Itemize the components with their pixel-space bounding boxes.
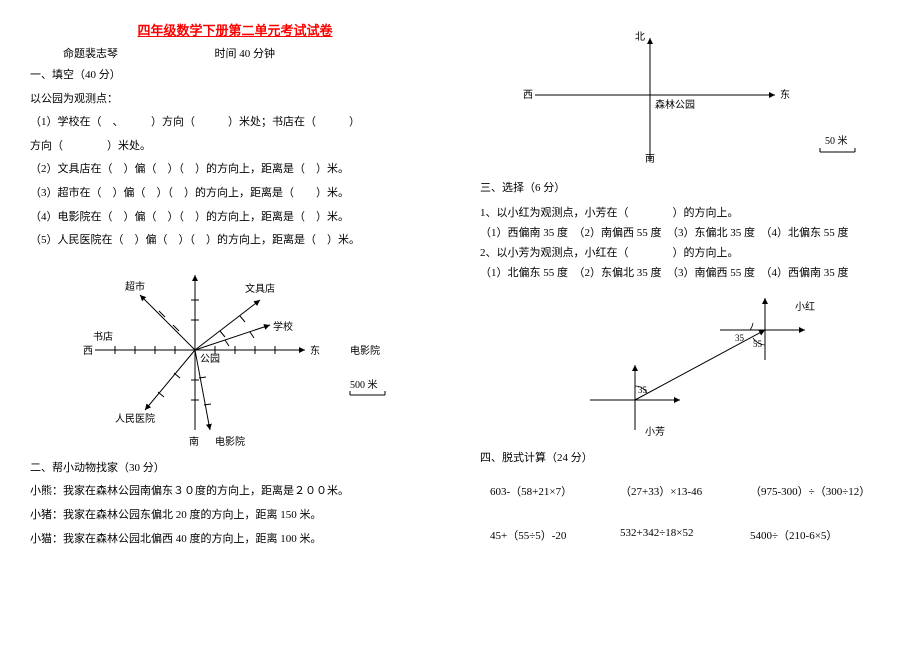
label-xiaohong: 小红 [795, 300, 815, 313]
s1-q4: （4）电影院在（ ）偏（ ）（ ）的方向上，距离是（ ）米。 [30, 209, 440, 227]
diagram-park: 超市 文具店 书店 学校 西 东 公园 人民医院 南 电影院 电影院 500 米 [30, 260, 440, 450]
diagram-xiaohong: 小红 小芳 35 55 35 [480, 290, 890, 440]
label-xiaofang: 小芳 [645, 425, 665, 438]
compass-west: 西 [523, 90, 533, 101]
compass-center: 森林公园 [655, 98, 695, 111]
s3-q2: 2、以小芳为观测点，小红在（ ）的方向上。 [480, 244, 890, 260]
angle-55: 55 [753, 339, 763, 349]
section1-intro: 以公园为观测点： [30, 91, 440, 109]
calc-2-1: 45+（55÷5）-20 [490, 527, 620, 543]
section1-heading: 一、填空（40 分） [30, 67, 440, 85]
label-cinema: 电影院 [215, 435, 245, 448]
calc-2-2: 532+342÷18×52 [620, 527, 750, 543]
section3-heading: 三、选择（6 分） [480, 180, 890, 198]
compass-north: 北 [635, 31, 645, 43]
section2-heading: 二、帮小动物找家（30 分） [30, 460, 440, 478]
s1-q3: （3）超市在（ ）偏（ ）（ ）的方向上，距离是（ ）米。 [30, 185, 440, 203]
header-row: 命题裴志琴 时间 40 分钟 [30, 45, 440, 61]
label-south: 南 [189, 435, 199, 448]
label-west: 西 [83, 346, 93, 357]
label-bookstore: 书店 [93, 330, 113, 343]
time-label: 时间 40 分钟 [215, 45, 441, 61]
compass-scale: 50 米 [825, 134, 848, 147]
s3-q1-opts: （1）西偏南 35 度 （2）南偏西 55 度 （3）东偏北 35 度 （4）北… [480, 224, 890, 240]
s1-q1b: 方向（ ）米处。 [30, 138, 440, 156]
s1-q5: （5）人民医院在（ ）偏（ ）（ ）的方向上，距离是（ ）米。 [30, 232, 440, 250]
left-column: 四年级数学下册第二单元考试试卷 命题裴志琴 时间 40 分钟 一、填空（40 分… [30, 20, 440, 571]
angle-35b: 35 [638, 385, 648, 395]
compass-east: 东 [780, 88, 790, 101]
s2-q2: 小猪：我家在森林公园东偏北 20 度的方向上，距离 150 米。 [30, 507, 440, 525]
label-stationery: 文具店 [245, 282, 275, 295]
s2-q3: 小猫：我家在森林公园北偏西 40 度的方向上，距离 100 米。 [30, 531, 440, 549]
author-label: 命题裴志琴 [30, 45, 215, 61]
label-supermarket: 超市 [125, 280, 145, 293]
label-hospital: 人民医院 [115, 412, 155, 425]
calc-row-1: 603-（58+21×7） （27+33）×13-46 （975-300）÷（3… [480, 483, 890, 499]
calc-1-3: （975-300）÷（300÷12） [750, 483, 880, 499]
calc-row-2: 45+（55÷5）-20 532+342÷18×52 5400÷（210-6×5… [480, 527, 890, 543]
calc-1-1: 603-（58+21×7） [490, 483, 620, 499]
s1-q1: （1）学校在（ 、 ）方向（ ）米处；书店在（ ） [30, 114, 440, 132]
label-scale: 500 米 [350, 378, 378, 391]
label-east: 东 [310, 344, 320, 357]
label-cinema2: 电影院 [350, 344, 380, 357]
compass-diagram: 北 南 西 东 森林公园 50 米 [480, 30, 890, 170]
angle-35a: 35 [735, 333, 745, 343]
exam-title: 四年级数学下册第二单元考试试卷 [30, 20, 440, 39]
calc-2-3: 5400÷（210-6×5） [750, 527, 880, 543]
s3-q2-opts: （1）北偏东 55 度 （2）东偏北 35 度 （3）南偏西 55 度 （4）西… [480, 264, 890, 280]
s2-q1: 小熊：我家在森林公园南偏东３０度的方向上，距离是２００米。 [30, 483, 440, 501]
compass-south: 南 [645, 152, 655, 165]
label-park: 公园 [200, 353, 220, 365]
label-school: 学校 [273, 320, 293, 333]
s3-q1: 1、以小红为观测点，小芳在（ ）的方向上。 [480, 204, 890, 220]
calc-1-2: （27+33）×13-46 [620, 483, 750, 499]
right-column: 北 南 西 东 森林公园 50 米 三、选择（6 分） 1、以小红为观测点，小芳… [480, 20, 890, 571]
s1-q2: （2）文具店在（ ）偏（ ）（ ）的方向上，距离是（ ）米。 [30, 161, 440, 179]
section4-heading: 四、脱式计算（24 分） [480, 450, 890, 468]
